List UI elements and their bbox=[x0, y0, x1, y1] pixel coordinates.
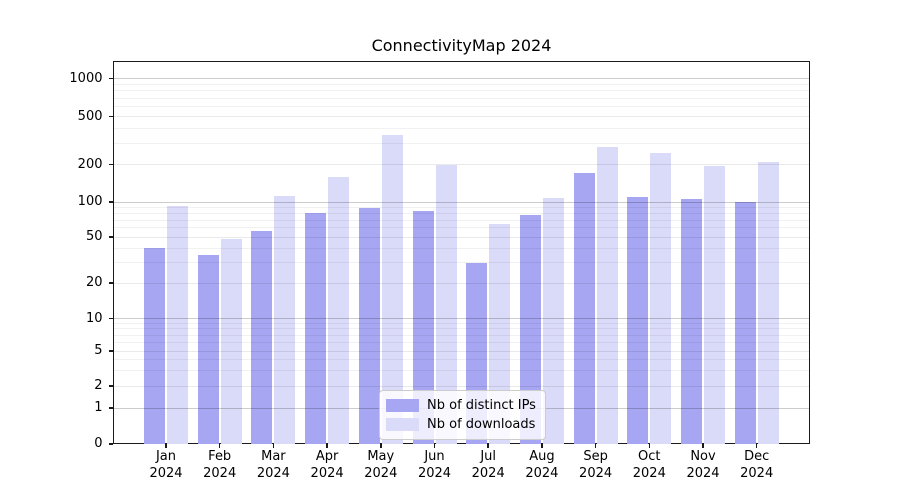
x-tick-label: Jan 2024 bbox=[149, 449, 183, 481]
bar-distinct-ips-feb bbox=[197, 254, 219, 444]
x-tick-mark bbox=[380, 444, 382, 448]
legend-item-distinct-ips: Nb of distinct IPs bbox=[386, 396, 537, 415]
y-tick-mark bbox=[108, 163, 113, 166]
x-tick-mark bbox=[487, 444, 489, 448]
y-tick-label: 5 bbox=[94, 343, 103, 358]
bar-distinct-ips-dec bbox=[734, 202, 756, 444]
legend-item-downloads: Nb of downloads bbox=[386, 415, 537, 434]
y-tick-label: 20 bbox=[85, 275, 103, 290]
bar-distinct-ips-jan bbox=[144, 248, 165, 444]
bar-downloads-dec bbox=[757, 161, 779, 444]
bar-downloads-oct bbox=[650, 152, 672, 444]
bar-downloads-apr bbox=[328, 176, 350, 444]
x-tick-mark bbox=[755, 444, 758, 448]
y-tick-mark bbox=[108, 115, 113, 118]
x-tick-label: Sep 2024 bbox=[579, 449, 613, 481]
legend-label-downloads: Nb of downloads bbox=[427, 417, 536, 432]
chart-title: ConnectivityMap 2024 bbox=[371, 36, 552, 55]
bar-distinct-ips-aug bbox=[519, 214, 541, 444]
x-tick-mark bbox=[648, 444, 651, 448]
bar-downloads-nov bbox=[704, 165, 725, 444]
bar-distinct-ips-jun bbox=[412, 211, 434, 444]
bar-downloads-feb bbox=[220, 239, 242, 444]
y-tick-mark bbox=[108, 407, 113, 409]
y-tick-label: 1 bbox=[94, 400, 103, 415]
bar-distinct-ips-mar bbox=[251, 231, 273, 444]
bar-downloads-jan bbox=[167, 206, 188, 444]
x-tick-mark bbox=[541, 444, 543, 448]
bar-distinct-ips-may bbox=[358, 208, 380, 444]
x-tick-label: Nov 2024 bbox=[686, 449, 720, 481]
bar-downloads-mar bbox=[274, 195, 296, 444]
y-tick-label: 200 bbox=[77, 156, 103, 172]
legend-label-distinct-ips: Nb of distinct IPs bbox=[427, 398, 536, 413]
x-tick-label: Apr 2024 bbox=[310, 449, 344, 481]
bar-downloads-jun bbox=[435, 164, 457, 444]
bar-distinct-ips-sep bbox=[573, 173, 595, 444]
y-tick-mark bbox=[108, 317, 113, 320]
y-tick-label: 0 bbox=[94, 436, 103, 451]
legend: Nb of distinct IPs Nb of downloads bbox=[379, 390, 546, 440]
x-tick-label: Oct 2024 bbox=[632, 449, 666, 481]
y-tick-label: 100 bbox=[77, 194, 103, 209]
y-tick-mark bbox=[108, 350, 113, 352]
x-tick-label: Jul 2024 bbox=[471, 449, 505, 481]
x-tick-mark bbox=[594, 444, 597, 448]
bar-downloads-may bbox=[381, 135, 403, 444]
y-tick-label: 10 bbox=[85, 310, 103, 326]
legend-swatch-distinct-ips bbox=[386, 399, 419, 412]
bar-distinct-ips-apr bbox=[305, 213, 327, 444]
y-tick-mark bbox=[108, 385, 113, 387]
y-tick-mark bbox=[108, 443, 113, 445]
y-tick-label: 50 bbox=[85, 229, 103, 244]
x-tick-label: Jun 2024 bbox=[417, 449, 452, 481]
x-tick-label: Aug 2024 bbox=[525, 449, 559, 481]
x-tick-label: Dec 2024 bbox=[740, 449, 774, 481]
x-tick-mark bbox=[433, 444, 436, 448]
plot-area bbox=[113, 61, 810, 444]
y-tick-mark bbox=[108, 77, 113, 80]
bar-distinct-ips-oct bbox=[627, 196, 649, 444]
bar-downloads-jul bbox=[489, 223, 511, 444]
x-tick-mark bbox=[218, 444, 221, 448]
y-tick-label: 500 bbox=[77, 108, 103, 124]
bar-downloads-aug bbox=[542, 197, 564, 444]
x-tick-label: Mar 2024 bbox=[256, 449, 290, 481]
y-tick-mark bbox=[108, 201, 113, 203]
x-tick-mark bbox=[326, 444, 328, 448]
legend-swatch-downloads bbox=[386, 418, 419, 431]
x-tick-mark bbox=[272, 444, 275, 448]
x-tick-label: Feb 2024 bbox=[203, 449, 237, 481]
bar-downloads-sep bbox=[596, 146, 618, 444]
bar-distinct-ips-nov bbox=[681, 198, 702, 444]
y-tick-label: 2 bbox=[94, 378, 103, 393]
y-tick-mark bbox=[108, 236, 113, 238]
y-tick-label: 1000 bbox=[69, 70, 103, 86]
x-tick-mark bbox=[702, 444, 704, 448]
x-tick-label: May 2024 bbox=[364, 449, 398, 481]
y-tick-mark bbox=[108, 282, 113, 284]
x-tick-mark bbox=[165, 444, 167, 448]
